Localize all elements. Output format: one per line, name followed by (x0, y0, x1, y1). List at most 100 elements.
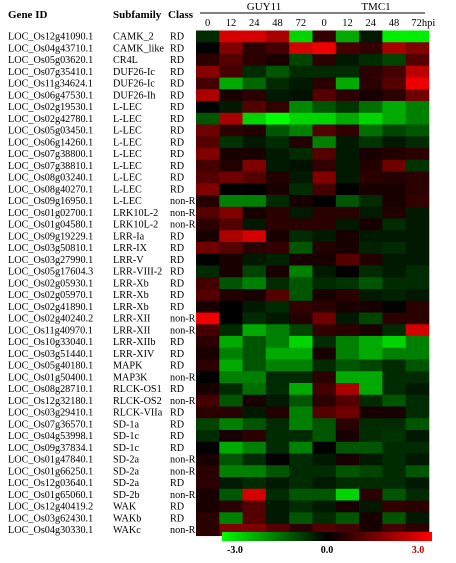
class-label: non-RD (170, 196, 203, 207)
heatmap-cell (312, 336, 337, 349)
heatmap-cell (265, 289, 290, 302)
heatmap-cell (265, 253, 290, 266)
heatmap-cell (382, 30, 406, 43)
heatmap-cell (219, 136, 243, 149)
heatmap-cell (196, 289, 220, 302)
heatmap-cell (359, 265, 383, 278)
heatmap-cell (242, 406, 267, 419)
heatmap-cell (219, 300, 243, 313)
subfamily-label: MAP3K (113, 372, 148, 383)
gene-id-label: LOC_Os07g38810.1 (8, 161, 93, 172)
heatmap-cell (335, 54, 360, 67)
heatmap-cell (405, 347, 430, 360)
heatmap-cell (312, 30, 337, 43)
subfamily-label: L-LEC (113, 114, 142, 125)
heatmap-cell (242, 265, 267, 278)
heatmap-cell (335, 159, 360, 172)
heatmap-cell (289, 300, 313, 313)
heatmap-cell (289, 512, 313, 525)
heatmap-cell (219, 218, 243, 231)
heatmap-cell (312, 89, 337, 102)
heatmap-cell (312, 277, 337, 290)
heatmap-cell (382, 265, 406, 278)
class-label: RD (170, 443, 184, 454)
gene-id-label: LOC_Os12g41090.1 (8, 32, 93, 43)
heatmap-cell (196, 418, 220, 431)
colorbar-max-label: 3.0 (412, 545, 425, 556)
heatmap-cell (289, 148, 313, 161)
heatmap-cell (382, 347, 406, 360)
subfamily-label: WAK (113, 502, 137, 513)
class-label: RD (170, 267, 184, 278)
heatmap-cell (196, 195, 220, 208)
heatmap-cell (242, 453, 267, 466)
gene-id-label: LOC_Os05g40180.1 (8, 361, 93, 372)
heatmap-cell (289, 230, 313, 243)
heatmap-cell (405, 218, 430, 231)
subfamily-label: L-LEC (113, 149, 142, 160)
heatmap-cell (265, 394, 290, 407)
heatmap-cell (312, 418, 337, 431)
subfamily-label: L-LEC (113, 196, 142, 207)
subfamily-label: RLCK-VIIa (113, 408, 163, 419)
heatmap-cell (265, 195, 290, 208)
heatmap-cell (312, 218, 337, 231)
class-label: non-RD (170, 455, 203, 466)
subfamily-label: DUF26-Ih (113, 90, 155, 101)
gene-id-label: LOC_Os03g27990.1 (8, 255, 93, 266)
heatmap-cell (289, 371, 313, 384)
heatmap-cell (382, 183, 406, 196)
heatmap-cell (359, 42, 383, 55)
gene-id-label: LOC_Os02g05930.1 (8, 278, 93, 289)
heatmap-cell (196, 54, 220, 67)
group-label-tmc1: TMC1 (361, 1, 390, 13)
heatmap-cell (219, 148, 243, 161)
heatmap-cell (382, 77, 406, 90)
heatmap-cell (382, 394, 406, 407)
heatmap-cell (405, 206, 430, 219)
heatmap-cell (382, 230, 406, 243)
heatmap-cell (265, 230, 290, 243)
heatmap-cell (242, 347, 267, 360)
heatmap-cell (405, 148, 430, 161)
heatmap-cell (265, 171, 290, 184)
class-label: RD (170, 255, 184, 266)
heatmap-cell (242, 148, 267, 161)
heatmap-cell (382, 124, 406, 137)
subfamily-label: LRR-Xb (113, 290, 149, 301)
heatmap-cell (405, 112, 430, 125)
heatmap-cell (359, 54, 383, 67)
heatmap-cell (219, 394, 243, 407)
heatmap-cell (359, 359, 383, 372)
heatmap-cell (242, 124, 267, 137)
heatmap-cell (196, 371, 220, 384)
heatmap-cell (265, 347, 290, 360)
heatmap-cell (359, 218, 383, 231)
heatmap-cell (289, 430, 313, 443)
heatmap-cell (382, 406, 406, 419)
heatmap-cell (312, 488, 337, 501)
heatmap-cell (196, 42, 220, 55)
heatmap-cell (382, 477, 406, 490)
heatmap-cell (196, 101, 220, 114)
gene-id-label: LOC_Os12g03640.1 (8, 478, 93, 489)
heatmap-cell (382, 42, 406, 55)
heatmap-cell (382, 441, 406, 454)
heatmap-cell (312, 77, 337, 90)
class-label: RD (170, 67, 184, 78)
heatmap-cell (335, 230, 360, 243)
heatmap-cell (405, 359, 430, 372)
heatmap-cell (335, 477, 360, 490)
heatmap-cell (335, 465, 360, 478)
heatmap-cell (265, 453, 290, 466)
heatmap-cell (335, 30, 360, 43)
heatmap-cell (335, 265, 360, 278)
heatmap-cell (382, 359, 406, 372)
gene-id-label: LOC_Os11g40970.1 (8, 325, 93, 336)
heatmap-cell (335, 253, 360, 266)
heatmap-cell (405, 371, 430, 384)
heatmap-cell (359, 124, 383, 137)
heatmap-cell (242, 65, 267, 78)
heatmap-cell (312, 453, 337, 466)
heatmap-cell (405, 477, 430, 490)
